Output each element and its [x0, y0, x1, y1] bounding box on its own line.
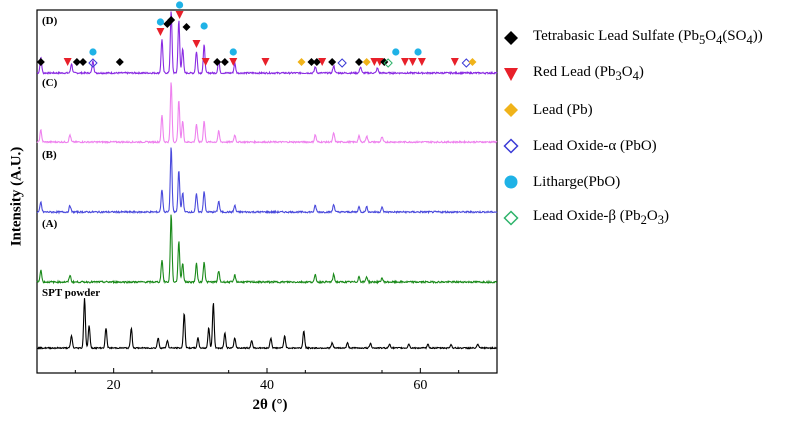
phase-marker: [89, 48, 97, 56]
phase-marker: [229, 48, 237, 56]
phase-marker: [156, 18, 165, 26]
phase-marker: [229, 58, 238, 66]
phase-marker: [328, 58, 337, 66]
series-line: [36, 11, 498, 76]
phase-marker: [370, 58, 379, 66]
phase-marker: [200, 22, 208, 30]
phase-marker: [297, 58, 306, 66]
phase-marker: [176, 1, 184, 9]
phase-marker: [307, 58, 316, 66]
y-axis-label: Intensity (A.U.): [8, 146, 25, 247]
legend-label-lead-oxide-alpha: Lead Oxide-α (PbO): [533, 137, 657, 154]
legend-item: Lead Oxide-β (Pb2O3): [503, 200, 803, 236]
phase-marker: [468, 58, 477, 66]
phase-marker: [220, 58, 229, 66]
phase-marker: [337, 58, 347, 68]
phase-marker: [450, 58, 459, 66]
legend-label-red-lead: Red Lead (Pb3O4): [533, 64, 644, 83]
panel-label: (B): [42, 149, 57, 161]
panel-label: (A): [42, 218, 58, 230]
phase-marker: [63, 58, 72, 66]
phase-marker: [88, 58, 98, 68]
plot-frame: [36, 9, 498, 374]
phase-marker: [79, 58, 87, 66]
phase-marker: [383, 58, 393, 68]
phase-marker: [36, 58, 45, 66]
series-line: [36, 82, 498, 145]
phase-marker: [213, 58, 222, 66]
x-axis-label: 2θ (°): [252, 397, 288, 413]
legend-label-lead-oxide-beta: Lead Oxide-β (Pb2O3): [533, 208, 669, 227]
legend-item: Litharge(PbO): [503, 164, 803, 200]
legend: Tetrabasic Lead Sulfate (Pb5O4(SO4)) Red…: [503, 20, 803, 236]
panel-label: (D): [42, 15, 58, 27]
phase-marker: [380, 58, 389, 66]
panel-label: SPT powder: [42, 287, 100, 299]
phase-marker: [375, 58, 384, 66]
legend-label-lead: Lead (Pb): [533, 101, 593, 118]
legend-diamond-open-blue-icon: [503, 138, 519, 154]
phase-marker: [362, 58, 371, 66]
phase-marker: [408, 58, 417, 66]
phase-marker: [175, 11, 184, 19]
series-line: [36, 214, 498, 285]
legend-diamond-black-icon: [504, 31, 518, 45]
phase-marker: [312, 58, 321, 66]
phase-marker: [318, 58, 327, 66]
legend-diamond-yellow-icon: [504, 103, 518, 117]
phase-marker: [401, 58, 409, 66]
phase-marker: [261, 58, 270, 66]
x-tick-label: 20: [107, 378, 121, 393]
legend-item: Red Lead (Pb3O4): [503, 56, 803, 92]
phase-marker: [72, 58, 81, 66]
phase-marker: [417, 58, 426, 66]
phase-marker: [182, 23, 191, 31]
x-tick-label: 40: [260, 378, 274, 393]
phase-marker: [392, 48, 400, 56]
panel-label: (C): [42, 77, 58, 89]
phase-marker: [115, 58, 124, 66]
x-tick-label: 60: [413, 378, 427, 393]
phase-marker: [201, 58, 210, 66]
phase-marker: [355, 58, 363, 66]
phase-marker: [156, 28, 165, 36]
series-line: [36, 298, 498, 350]
legend-diamond-open-green-icon: [503, 210, 519, 226]
legend-label-litharge: Litharge(PbO): [533, 173, 621, 190]
legend-item: Lead Oxide-α (PbO): [503, 128, 803, 164]
legend-circle-cyan-icon: [504, 175, 518, 189]
phase-marker: [461, 58, 472, 68]
legend-item: Lead (Pb): [503, 92, 803, 128]
legend-triangle-red-icon: [504, 68, 518, 81]
phase-marker: [192, 40, 201, 48]
legend-label-tetrabasic: Tetrabasic Lead Sulfate (Pb5O4(SO4)): [533, 28, 763, 47]
phase-marker: [414, 48, 422, 56]
legend-item: Tetrabasic Lead Sulfate (Pb5O4(SO4)): [503, 20, 803, 56]
series-line: [36, 147, 498, 215]
phase-marker: [163, 20, 172, 28]
